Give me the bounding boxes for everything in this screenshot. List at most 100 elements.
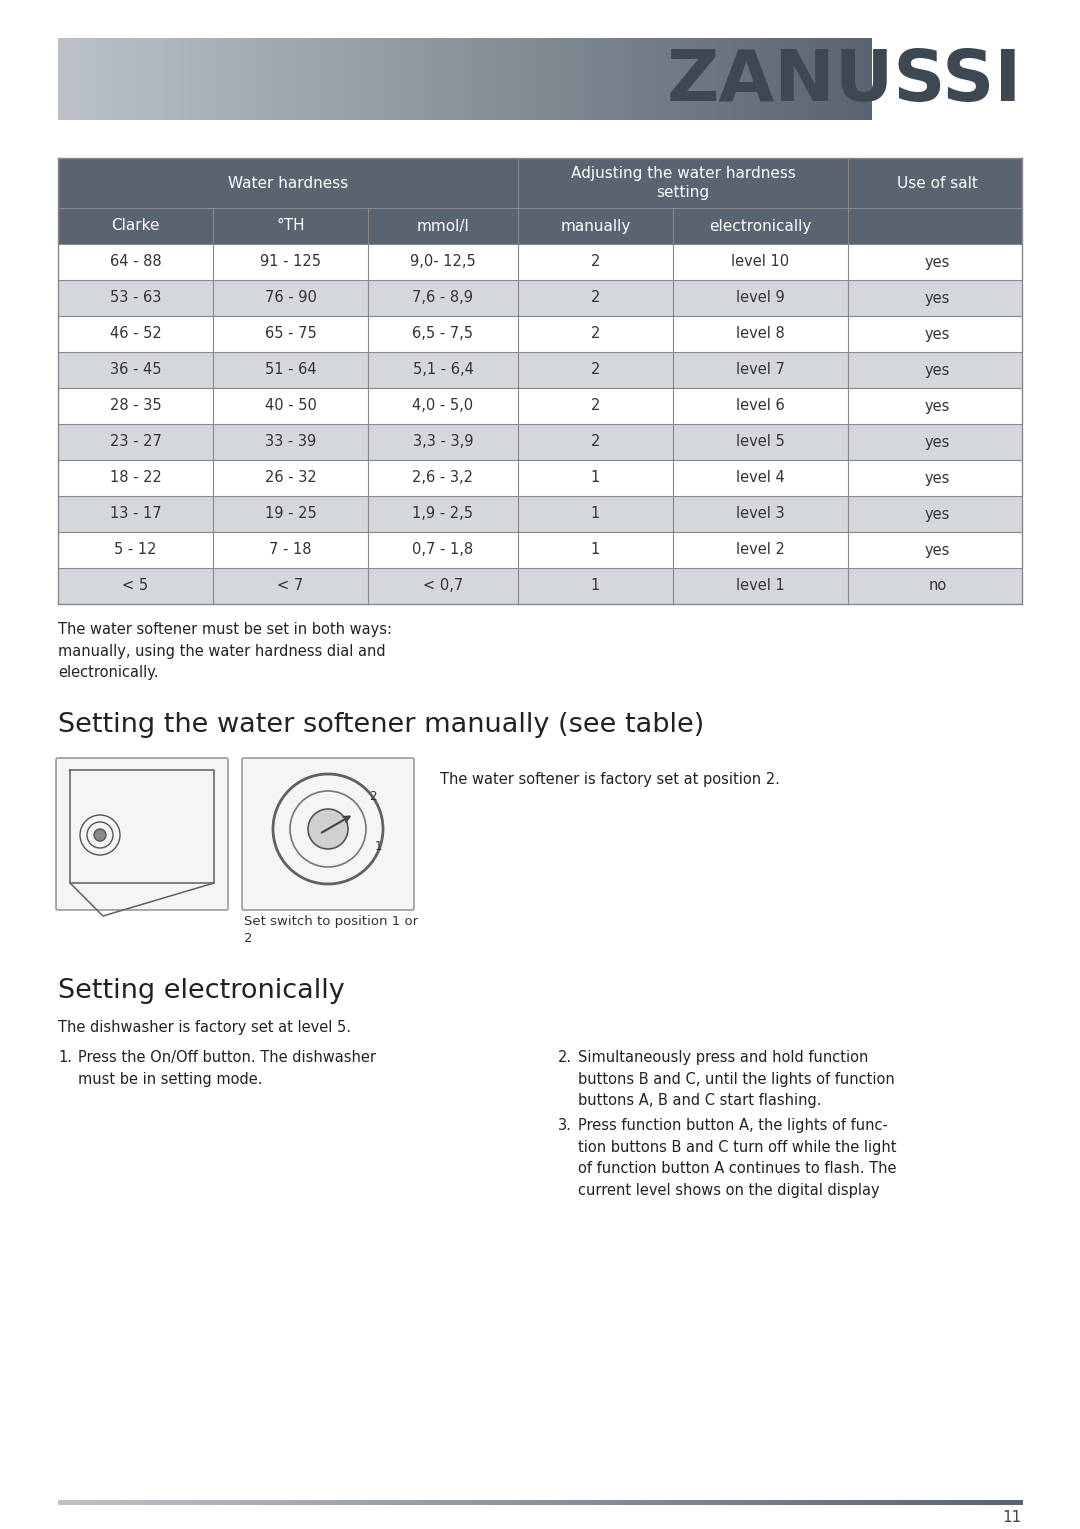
Bar [759,38,764,119]
Bar [670,38,674,119]
Bar [768,1500,772,1505]
Bar [511,1500,515,1505]
Bar [874,1500,878,1505]
Bar [224,38,227,119]
Bar [880,1500,885,1505]
Bar [190,1500,194,1505]
Text: 1.: 1. [58,1050,72,1066]
Bar [363,1500,367,1505]
Bar [665,1500,670,1505]
Bar [120,38,124,119]
Text: 3.: 3. [558,1118,572,1133]
Bar [656,1500,660,1505]
Text: 7 - 18: 7 - 18 [269,543,312,558]
Bar [563,1500,567,1505]
Bar [260,1500,265,1505]
Bar [765,38,769,119]
Bar [893,1500,897,1505]
Bar [540,38,544,119]
Bar [684,38,688,119]
Bar [485,1500,489,1505]
Text: 76 - 90: 76 - 90 [265,291,316,306]
Bar [335,1500,338,1505]
Bar [1009,1500,1013,1505]
Text: Setting electronically: Setting electronically [58,979,345,1005]
Text: yes: yes [924,434,950,450]
Bar [599,38,604,119]
Text: no: no [929,578,947,593]
Bar [495,1500,499,1505]
Bar [559,1500,564,1505]
Bar [748,1500,753,1505]
Bar [755,1500,759,1505]
Bar [440,38,444,119]
Bar [274,38,279,119]
Bar [589,1500,593,1505]
Bar [353,38,357,119]
Bar [527,1500,531,1505]
Bar [748,38,753,119]
Bar [154,1500,159,1505]
Text: 91 - 125: 91 - 125 [260,254,321,269]
Bar [618,38,622,119]
Bar [792,38,796,119]
Bar [694,38,699,119]
Bar [720,1500,725,1505]
Bar [134,38,138,119]
Bar [272,38,276,119]
Bar [856,38,861,119]
Bar [562,38,566,119]
Text: < 0,7: < 0,7 [423,578,463,593]
Bar [610,38,615,119]
Bar [602,38,606,119]
Bar [322,1500,326,1505]
Bar [399,1500,403,1505]
Bar [229,38,232,119]
Bar [594,38,598,119]
Bar [691,1500,696,1505]
Text: < 7: < 7 [278,578,303,593]
Bar [775,38,780,119]
Bar [81,1500,84,1505]
Bar [1015,1500,1020,1505]
Bar [104,38,108,119]
Bar [64,38,68,119]
Text: yes: yes [924,254,950,269]
Text: Setting the water softener manually (see table): Setting the water softener manually (see… [58,713,704,739]
Bar [240,38,244,119]
Text: yes: yes [924,291,950,306]
Text: 13 - 17: 13 - 17 [110,506,161,521]
Bar [392,1500,396,1505]
Bar [389,1500,393,1505]
Bar [733,1500,737,1505]
Bar [193,1500,198,1505]
Bar [391,38,395,119]
Bar [929,1500,933,1505]
Bar [501,1500,505,1505]
Bar [675,1500,679,1505]
Bar [319,1500,323,1505]
Bar [459,38,463,119]
Bar [199,38,203,119]
Bar [829,1500,834,1505]
Bar [846,1500,850,1505]
Text: level 3: level 3 [737,506,785,521]
Bar [206,1500,210,1505]
Bar [445,38,449,119]
Bar [903,1500,907,1505]
Bar [607,38,611,119]
Bar [237,38,241,119]
Bar [767,38,771,119]
Bar [596,38,600,119]
Bar [518,38,523,119]
Bar [342,38,347,119]
Text: level 9: level 9 [737,291,785,306]
Bar [197,38,200,119]
Bar [200,1500,204,1505]
Text: Use of salt: Use of salt [897,176,977,191]
Bar [569,1500,573,1505]
Bar [784,1500,788,1505]
Bar [1002,1500,1007,1505]
Bar [498,1500,502,1505]
Bar [437,1500,442,1505]
